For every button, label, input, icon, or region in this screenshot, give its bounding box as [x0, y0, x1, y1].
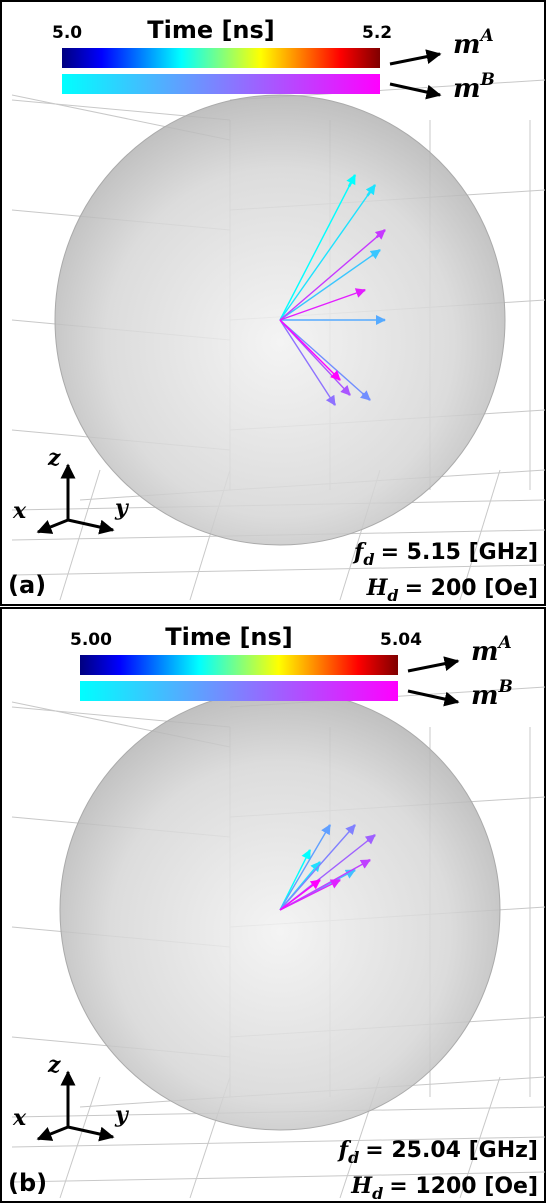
box-line [12, 565, 545, 575]
legend-label: mA [453, 26, 494, 60]
triad-x [38, 520, 68, 532]
panel-label: (b) [8, 1169, 47, 1197]
legend-arrow [390, 54, 440, 64]
annotation-symbol: H [350, 1173, 373, 1199]
annotation-text: = 1200 [Oe] [389, 1174, 538, 1199]
colorbar-max: 5.04 [380, 630, 422, 650]
triad-z-label: z [47, 445, 61, 471]
legend-symbol: m [471, 681, 499, 711]
triad-y-label: y [114, 1102, 130, 1128]
colorbar-title: Time [ns] [165, 623, 293, 651]
annotation-subscript: d [348, 1148, 359, 1167]
legend-superscript: A [479, 26, 494, 46]
annotation-symbol: H [366, 575, 389, 601]
annotation-subscript: d [372, 1184, 383, 1203]
colorbar-a [80, 655, 398, 675]
annotation-text: = 5.15 [GHz] [381, 540, 538, 565]
legend-label: mB [453, 70, 495, 104]
legend-symbol: m [471, 637, 499, 667]
legend-superscript: A [497, 633, 512, 653]
legend-superscript: B [480, 70, 495, 90]
legend-symbol: m [453, 30, 481, 60]
colorbar-b [80, 681, 398, 701]
triad-y-label: y [114, 495, 130, 521]
legend-label: mB [471, 677, 513, 711]
colorbar-title: Time [ns] [147, 16, 275, 44]
annotation: Hd = 1200 [Oe] [350, 1173, 538, 1203]
legend-symbol: m [453, 74, 481, 104]
triad-x-label: x [12, 498, 27, 524]
annotation: Hd = 200 [Oe] [366, 575, 538, 605]
colorbar-a [62, 48, 380, 68]
colorbar-max: 5.2 [362, 23, 392, 43]
triad-x [38, 1127, 68, 1139]
legend-superscript: B [498, 677, 513, 697]
annotation-subscript: d [363, 550, 374, 569]
legend-label: mA [471, 633, 512, 667]
colorbar-min: 5.0 [52, 23, 82, 43]
annotation-text: = 25.04 [GHz] [365, 1138, 538, 1163]
legend-arrow [408, 661, 458, 671]
triad-x-label: x [12, 1105, 27, 1131]
annotation-subscript: d [387, 586, 398, 605]
annotation-text: = 200 [Oe] [405, 576, 538, 601]
annotation: fd= 5.15 [GHz] [352, 539, 538, 569]
annotation: fd= 25.04 [GHz] [337, 1137, 538, 1167]
box-line [60, 1077, 100, 1198]
box-line [60, 470, 100, 600]
triad-z-label: z [47, 1052, 61, 1078]
triad-y [68, 520, 113, 530]
colorbar-b [62, 74, 380, 94]
panel-label: (a) [8, 571, 46, 599]
figure: 5.05.2Time [ns]mAmBzyxfd= 5.15 [GHz]Hd= … [0, 0, 546, 1203]
colorbar-min: 5.00 [70, 630, 112, 650]
triad-y [68, 1127, 113, 1137]
